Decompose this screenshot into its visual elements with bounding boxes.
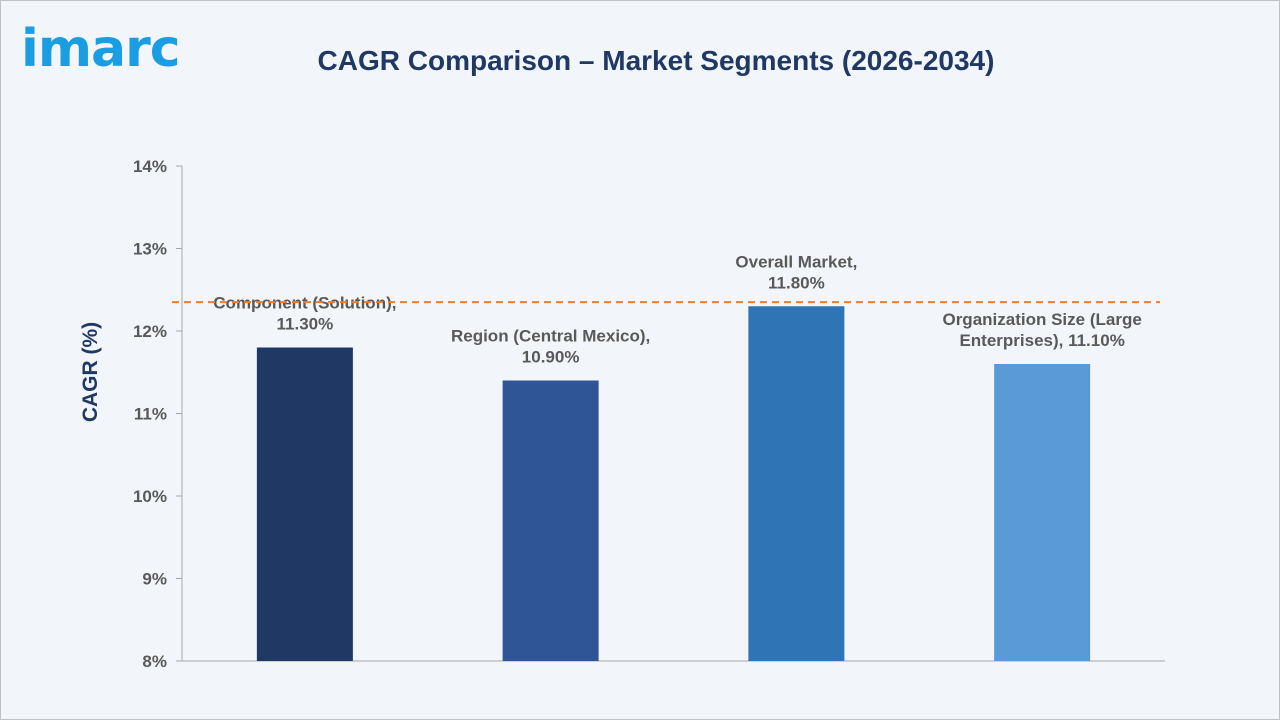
y-axis-label: CAGR (%) [79,322,102,422]
y-tick-label: 10% [133,487,167,506]
bar-data-label: Enterprises), 11.10% [959,331,1124,350]
bar [748,306,845,661]
y-tick-label: 9% [142,570,167,589]
bar-data-label: Organization Size (Large [942,310,1141,329]
y-tick-label: 13% [133,240,167,259]
bar [994,364,1091,661]
y-tick-label: 12% [133,322,167,341]
bar [502,380,599,661]
bar-data-label: Region (Central Mexico), [451,327,650,346]
bar-data-label: Overall Market, [735,252,857,271]
bar-data-label: 10.90% [522,348,580,367]
imarc-logo: imarc [21,19,181,79]
bar-data-label: 11.80% [768,273,825,292]
y-tick-label: 8% [142,652,167,671]
bar [256,347,353,661]
chart-title: CAGR Comparison – Market Segments (2026-… [317,45,995,76]
y-tick-label: 11% [134,405,167,424]
y-tick-label: 14% [133,157,167,176]
bar-data-label: 11.30% [277,315,334,334]
